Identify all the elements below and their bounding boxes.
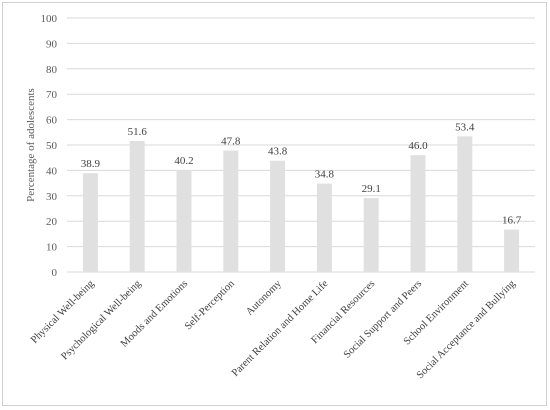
bar — [176, 169, 192, 272]
y-tick-label: 100 — [41, 13, 58, 25]
bar — [270, 160, 286, 272]
category-label: Psychological Well-being — [59, 278, 143, 362]
gridlines — [67, 17, 535, 273]
y-tick-label: 40 — [46, 165, 58, 177]
y-tick-label: 80 — [46, 64, 58, 76]
value-label: 29.1 — [362, 183, 381, 195]
y-tick-label: 30 — [46, 191, 58, 203]
y-tick-label: 20 — [46, 216, 58, 228]
value-label: 53.4 — [455, 121, 475, 133]
y-tick-label: 10 — [46, 242, 58, 254]
value-label: 16.7 — [502, 215, 522, 227]
bar — [410, 155, 426, 272]
bar — [316, 183, 332, 272]
category-label: Parent Relation and Home Life — [230, 278, 331, 379]
category-label: Social Acceptance and Bullying — [415, 278, 518, 381]
value-label: 51.6 — [128, 126, 148, 138]
bar — [363, 198, 379, 272]
value-label: 47.8 — [221, 136, 241, 148]
value-label: 46.0 — [408, 140, 428, 152]
y-tick-label: 50 — [46, 140, 58, 152]
category-label: Social Support and Peers — [342, 278, 424, 360]
value-label: 40.2 — [174, 155, 193, 167]
category-label: Autonomy — [244, 278, 284, 318]
bar — [82, 173, 98, 272]
bar — [457, 136, 473, 272]
bar — [504, 229, 520, 272]
bar — [129, 140, 145, 272]
y-axis-title: Percentage of adolescents — [25, 88, 37, 202]
y-tick-label: 60 — [46, 115, 58, 127]
value-labels: 38.9 51.6 40.2 47.8 43.8 34.8 29.1 46.0 53.4 16.7 — [81, 121, 522, 226]
bar — [223, 150, 239, 272]
y-tick-label: 90 — [46, 38, 58, 50]
y-tick-label: 0 — [52, 267, 58, 279]
value-label: 43.8 — [268, 146, 288, 158]
bars — [82, 136, 520, 272]
value-label: 38.9 — [81, 158, 101, 170]
y-tick-label: 70 — [46, 89, 58, 101]
value-label: 34.8 — [315, 169, 335, 181]
category-label: Self-Perception — [183, 278, 237, 332]
y-tick-labels: 0 10 20 30 40 50 60 70 80 90 100 — [41, 13, 58, 279]
